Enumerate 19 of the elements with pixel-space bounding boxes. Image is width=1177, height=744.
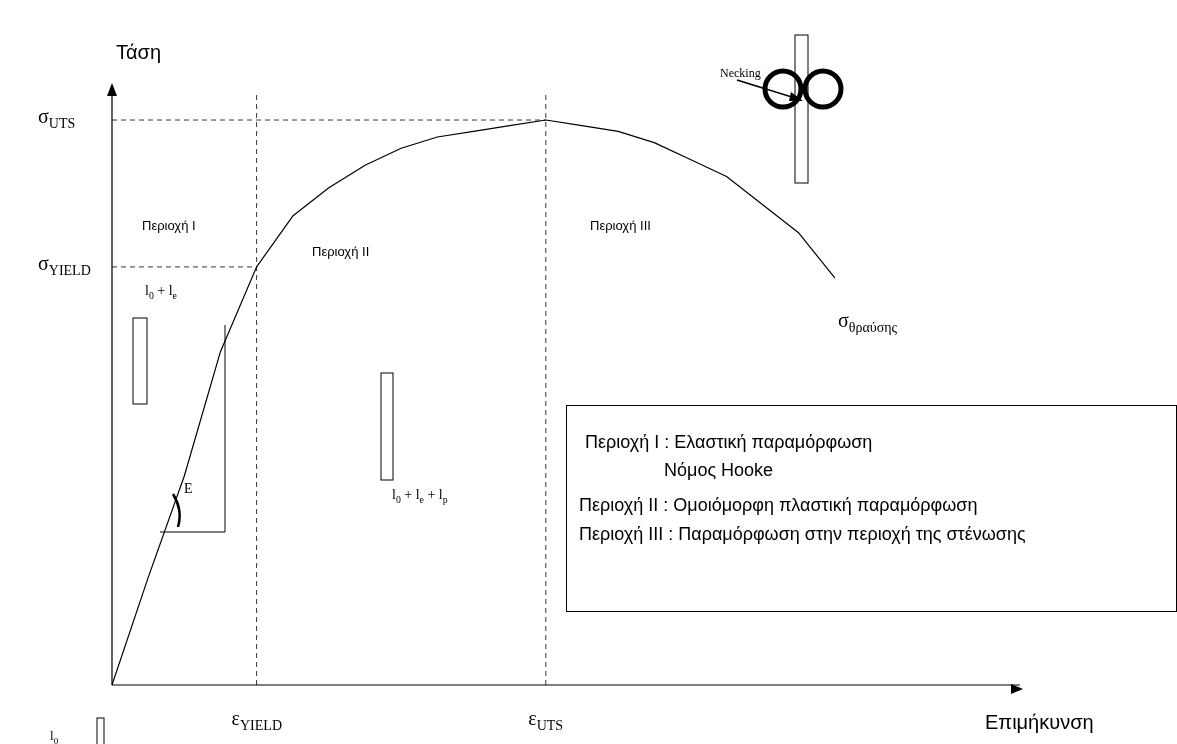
text: l$_{0}$ — [50, 727, 59, 744]
annotation: Περιοχή I : Ελαστική παραμόρφωση — [585, 431, 874, 454]
annotation: Περιοχή III — [590, 218, 651, 234]
annotation: l$_{0}$ + l$_{e}$ — [145, 282, 177, 302]
annotation: Νόμος Hooke — [664, 459, 775, 482]
annotation: σ$_{θραύσης}$ — [838, 309, 898, 336]
annotation: Περιοχή III : Παραμόρφωση στην περιοχή της στένωσης — [579, 523, 1027, 546]
annotation: Περιοχή II — [312, 244, 370, 260]
x-tick-label: ε$_{YIELD}$ — [231, 707, 282, 734]
text: Necking — [720, 65, 761, 80]
annotation: Περιοχή I — [142, 218, 196, 234]
annotation: E — [184, 480, 193, 496]
annotation: l$_{0}$ + l$_{e}$ + l$_{p}$ — [392, 486, 448, 506]
x-tick-label: ε$_{UTS}$ — [528, 707, 564, 734]
y-axis-title: Τάση — [116, 41, 162, 63]
annotation: Περιοχή II : Ομοιόμορφη πλαστική παραμόρφωση — [579, 494, 979, 517]
ref-line-label: σ$_{YIELD}$ — [38, 251, 91, 279]
text: Επιμήκυνση — [985, 711, 1094, 733]
ref-line-label: σ$_{UTS}$ — [38, 105, 76, 132]
